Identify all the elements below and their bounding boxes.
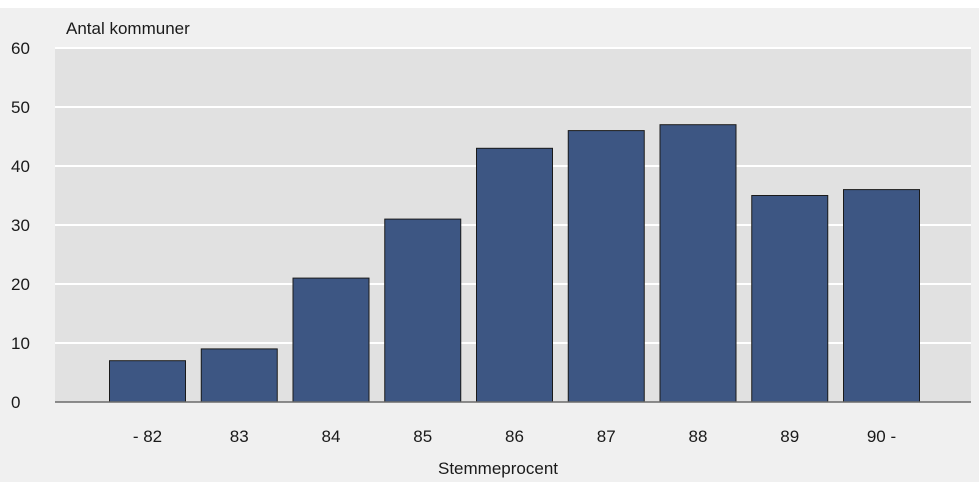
bar-82 — [109, 360, 186, 403]
x-tick-label: 85 — [413, 427, 432, 446]
x-tick-label: 84 — [322, 427, 341, 446]
x-tick-label: 90 - — [867, 427, 896, 446]
bar-84 — [292, 277, 370, 403]
bar-89 — [751, 195, 829, 403]
y-tick-label: 10 — [11, 334, 30, 353]
x-tick-label: 83 — [230, 427, 249, 446]
bar-85 — [384, 218, 462, 403]
bar-90 — [843, 189, 920, 403]
x-tick-label: 89 — [780, 427, 799, 446]
y-tick-labels: 0 10 20 30 40 50 60 — [11, 39, 30, 412]
y-tick-label: 0 — [11, 393, 20, 412]
bar-83 — [200, 348, 278, 403]
y-tick-label: 40 — [11, 157, 30, 176]
x-tick-labels: - 82 83 84 85 86 87 88 89 90 - — [133, 427, 896, 446]
x-tick-label: 86 — [505, 427, 524, 446]
bar-88 — [659, 124, 737, 403]
y-tick-label: 20 — [11, 275, 30, 294]
bar-86 — [476, 147, 553, 403]
x-tick-label: 88 — [689, 427, 708, 446]
y-tick-label: 60 — [11, 39, 30, 58]
y-tick-label: 50 — [11, 98, 30, 117]
x-tick-label: - 82 — [133, 427, 162, 446]
x-axis-title: Stemmeprocent — [438, 459, 558, 478]
bars — [109, 124, 920, 403]
y-axis-title: Antal kommuner — [66, 19, 190, 38]
bar-87 — [567, 130, 645, 403]
x-tick-label: 87 — [597, 427, 616, 446]
y-tick-label: 30 — [11, 216, 30, 235]
